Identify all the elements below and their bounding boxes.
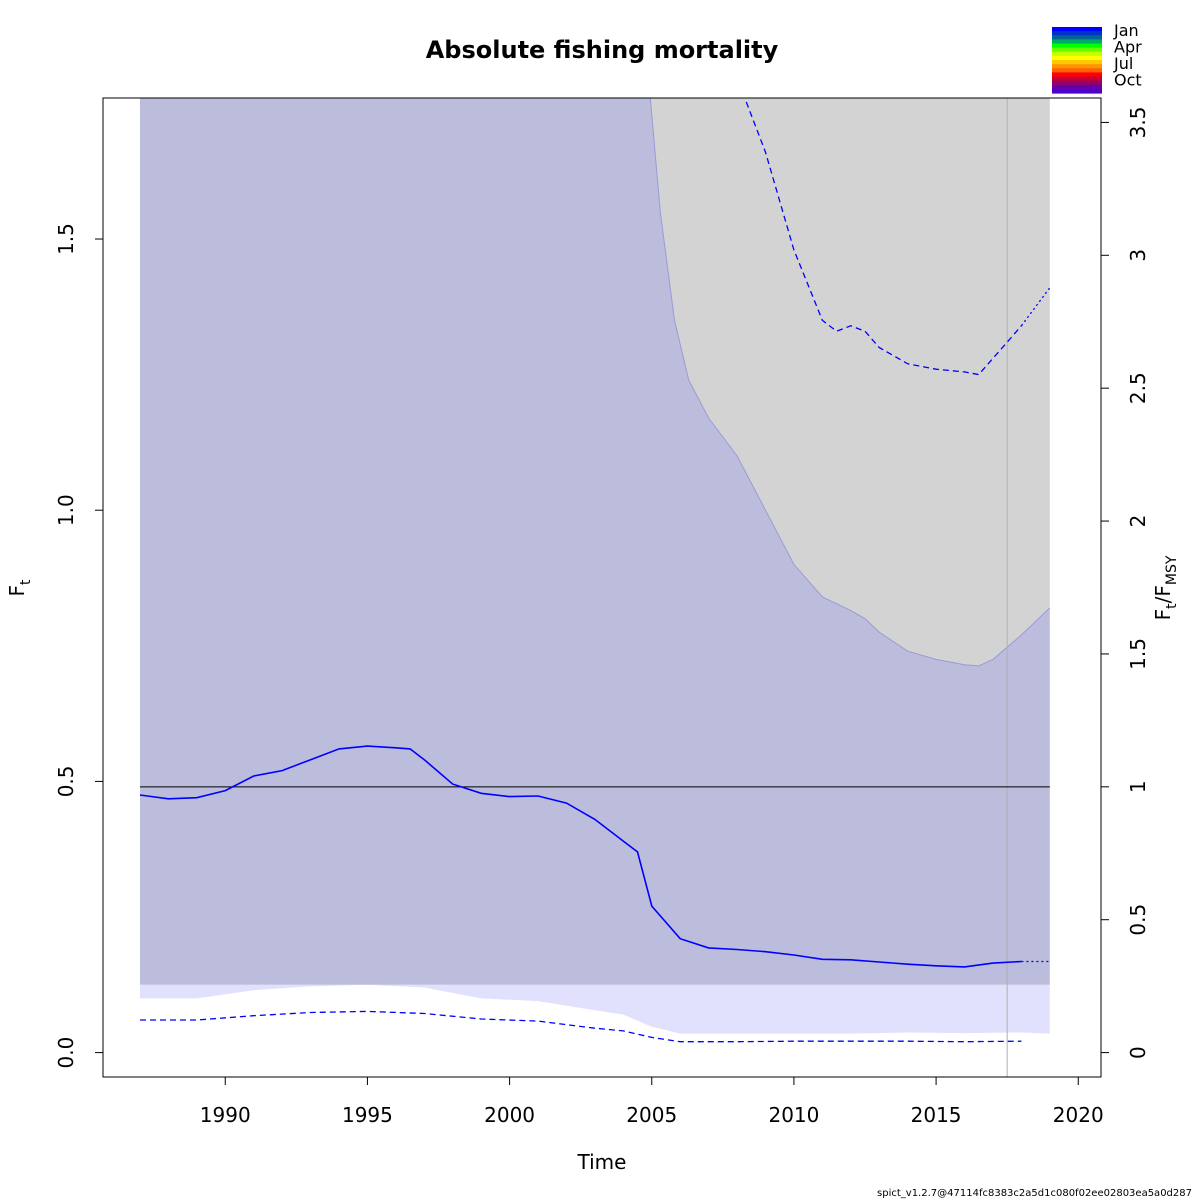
y2-axis-title-sub2: MSY [1164,555,1180,585]
legend-swatch [1052,43,1102,49]
y2-tick-label: 0 [1126,1046,1150,1059]
grey-uncertainty-region [650,98,1050,666]
legend-label: Apr [1114,38,1142,57]
legend-swatch [1052,39,1102,45]
legend-swatch [1052,60,1102,65]
chart-title: Absolute fishing mortality [426,36,779,64]
legend-swatch [1052,55,1102,61]
legend-swatch [1052,88,1102,94]
ci-band-lower [140,984,1050,1034]
legend-label: Oct [1114,71,1142,90]
series-layer [139,98,1051,1043]
y2-tick-label: 1.5 [1126,638,1150,670]
x-axis: 1990 1995 2000 2005 2010 2015 2020 [200,1076,1104,1127]
y-axis-title: Ft [5,579,34,597]
series-f-lower-ci [140,1010,1022,1043]
y-axis-title-main: F [5,585,29,597]
y-tick-label: 0.0 [54,1037,78,1069]
y2-tick-label: 1 [1126,780,1150,793]
legend-swatch [1052,76,1102,82]
x-tick-label: 2020 [1053,1103,1104,1127]
legend-swatch [1052,31,1102,36]
series-f-estimate [139,745,1022,968]
legend-swatch [1052,35,1102,40]
legend-swatch [1052,64,1102,69]
legend-swatch [1052,80,1102,86]
plot-area [139,98,1051,1077]
legend-label: Jan [1113,21,1139,40]
grey-region-boundary [649,98,1051,667]
y2-tick-label: 2.5 [1126,372,1150,404]
legend-label: Jul [1113,54,1133,73]
y2-tick-label: 0.5 [1126,904,1150,936]
y-axis-right: 0 0.5 1 1.5 2 2.5 3 3.5 [1100,107,1150,1059]
x-tick-label: 2010 [768,1103,819,1127]
x-tick-label: 1995 [342,1103,393,1127]
y-axis-left: 0.0 0.5 1.0 1.5 [54,223,104,1069]
legend-swatch [1052,84,1102,90]
y2-tick-label: 2 [1126,515,1150,528]
y2-tick-label: 3 [1126,249,1150,262]
y-tick-label: 1.0 [54,494,78,526]
x-tick-label: 2015 [911,1103,962,1127]
legend-swatch [1052,47,1102,53]
y-axis-title-sub: t [18,579,34,585]
y2-axis-title-main: F [1151,609,1175,621]
y2-axis-title-sub1: t [1164,603,1180,609]
legend-swatch [1052,27,1102,32]
fmsy-ci-band [140,98,1050,985]
x-tick-label: 2000 [484,1103,535,1127]
y-tick-label: 1.5 [54,223,78,255]
y-tick-label: 0.5 [54,765,78,797]
x-axis-title: Time [577,1150,627,1174]
x-tick-label: 1990 [200,1103,251,1127]
legend-swatch [1052,72,1102,78]
x-tick-label: 2005 [626,1103,677,1127]
legend-swatch [1052,51,1102,57]
legend-swatch [1052,68,1102,73]
y2-tick-label: 3.5 [1126,107,1150,139]
footer-version: spict_v1.2.7@47114fc8383c2a5d1c080f02ee0… [877,1188,1192,1199]
y2-axis-title-sep: /F [1151,585,1175,603]
series-f-upper-ci [744,98,1022,376]
y2-axis-title: Ft/FMSY [1151,555,1180,620]
